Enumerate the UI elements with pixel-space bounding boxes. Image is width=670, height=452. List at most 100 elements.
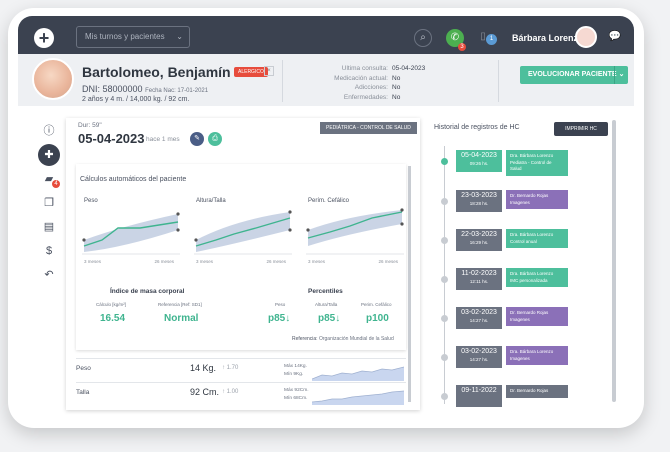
allergy-badge[interactable]: ALERGICO [234, 67, 268, 77]
turnos-select-label: Mis turnos y pacientes [85, 32, 165, 41]
plus-logo-icon[interactable]: + [34, 28, 54, 48]
close-icon[interactable]: × [264, 66, 274, 76]
perc-value: p85↓ [268, 313, 291, 324]
info-icon[interactable]: ⓘ [43, 125, 55, 137]
history-doctor: Dr. Bernardo Rojas [510, 388, 549, 393]
altura-chart: Altura/Talla 3 meses 26 meses [194, 198, 292, 264]
patient-dni: DNI: 58000000 Fecha Nac: 17-01-2021 [82, 84, 208, 94]
phone-icon[interactable]: ▯ [480, 31, 486, 42]
history-entry[interactable]: Dra. Bárbara Lorenzo IMC personalizada [506, 268, 568, 287]
history-time: 09:26 hs. [469, 161, 489, 166]
meta-label: Adicciones: [354, 84, 388, 91]
measure-min: Mín 9Kg. [284, 372, 304, 377]
patient-line [307, 211, 403, 239]
timeline-dot [441, 315, 448, 322]
measure-range: Máx 14Kg. Mín 9Kg. [284, 363, 307, 379]
history-entry[interactable]: Dra. Bárbara Lorenzo Pediatra - Control d… [506, 150, 568, 176]
imc-value: 16.54 [100, 313, 126, 324]
history-entry[interactable]: Dra. Bárbara Lorenzo Control anual [506, 229, 568, 248]
history-desc: Control anual [510, 238, 537, 244]
timeline-scrollbar[interactable] [612, 120, 616, 402]
calc-title: Cálculos automáticos del paciente [80, 176, 187, 183]
perc-value: p100 [366, 313, 389, 324]
sparkline-line [312, 390, 404, 403]
meta-value: No [392, 74, 401, 82]
history-date[interactable]: 03-02-2023 14:27 hs. [456, 307, 502, 329]
tick-label: 26 meses [266, 259, 286, 264]
user-name[interactable]: Bárbara Lorenzo [512, 33, 584, 43]
tick-label: 26 meses [378, 259, 398, 264]
band-point [82, 238, 86, 242]
birth-date: Fecha Nac: 17-01-2021 [145, 88, 209, 94]
medical-kit-icon[interactable]: ✚ [38, 144, 60, 166]
chevron-down-icon[interactable]: ⌄ [614, 66, 628, 84]
history-entry[interactable]: Dra. Bárbara Lorenzo Imagenes [506, 346, 568, 365]
history-date[interactable]: 22-03-2023 16:29 hs. [456, 229, 502, 251]
history-date[interactable]: 23-03-2023 18:28 hs. [456, 190, 502, 212]
scrollbar[interactable] [408, 166, 411, 402]
history-doctor: Dra. Bárbara Lorenzo [510, 349, 554, 354]
timeline-dot [441, 354, 448, 361]
history-date[interactable]: 03-02-2023 14:27 hs. [456, 346, 502, 368]
meta-label: Ultima consulta: [341, 65, 388, 72]
chat-icon[interactable]: 💬 [608, 31, 622, 42]
whatsapp-icon[interactable]: ✆ [446, 29, 464, 47]
consult-date: 05-04-2023 [78, 131, 145, 146]
measure-range: Máx 92Cm. Mín 68Cm. [284, 387, 309, 403]
history-date-value: 23-03-2023 [461, 192, 497, 199]
turnos-select[interactable]: Mis turnos y pacientes ⌄ [76, 26, 190, 48]
history-date[interactable]: 05-04-2023 09:26 hs. [456, 150, 502, 172]
tick-label: 3 meses [196, 259, 214, 264]
measure-label: Talla [76, 389, 90, 396]
history-doctor: Dr. Bernardo Rojas [510, 193, 549, 198]
measure-max: Máx 92Cm. [284, 388, 309, 393]
dollar-icon[interactable]: $ [45, 245, 53, 257]
history-desc: Imagenes [510, 316, 530, 322]
perc-label: Peso [275, 302, 286, 307]
altura-chart-svg [194, 210, 292, 255]
meta-label: Medicación actual: [334, 74, 388, 82]
history-desc: Imagenes [510, 199, 530, 205]
history-date[interactable]: 11-02-2023 12:11 hs. [456, 268, 502, 290]
chart-label: Altura/Talla [196, 198, 226, 204]
imc-ref-value: Normal [164, 313, 199, 324]
timeline-dot [441, 198, 448, 205]
history-entry[interactable]: Dr. Bernardo Rojas Imagenes [506, 307, 568, 326]
sparkline-line [312, 366, 404, 380]
folder-icon[interactable]: ▰ 4 [38, 168, 60, 190]
history-doctor: Dr. Bernardo Rojas [510, 310, 549, 315]
timeline-dot [441, 276, 448, 283]
print-icon[interactable]: ⎙ [208, 132, 222, 146]
search-icon[interactable]: ⌕ [414, 29, 432, 47]
chart-label: Peso [84, 198, 98, 204]
sparkline [312, 366, 404, 381]
history-date-value: 03-02-2023 [461, 309, 497, 316]
print-hc-button[interactable]: IMPRIMIR HC [554, 122, 608, 136]
chevron-down-icon: ⌄ [176, 32, 183, 41]
tick-label: 3 meses [308, 259, 326, 264]
history-date-value: 05-04-2023 [461, 152, 497, 159]
history-entry[interactable]: Dr. Bernardo Rojas Imagenes [506, 190, 568, 209]
perimetro-chart: Perím. Cefálico 3 meses 26 meses [306, 198, 404, 264]
sparkline [312, 390, 404, 405]
history-doctor: Dra. Bárbara Lorenzo [510, 271, 554, 276]
copy-icon[interactable]: ❐ [44, 197, 54, 209]
sidebar: ⓘ ✚ ▰ 4 ❐ ▤ $ ↶ [34, 120, 64, 288]
tick-label: 26 meses [154, 259, 174, 264]
edit-icon[interactable]: ✎ [190, 132, 204, 146]
user-avatar[interactable] [575, 26, 597, 48]
history-date[interactable]: 09-11-2022 [456, 385, 502, 407]
percentiles-title: Percentiles [308, 288, 343, 295]
folder-badge: 4 [52, 180, 60, 188]
document-icon[interactable]: ▤ [43, 221, 55, 233]
peso-chart: Peso 3 meses 26 meses [82, 198, 180, 264]
meta-value: No [392, 84, 401, 91]
reply-icon[interactable]: ↶ [44, 269, 54, 281]
peso-chart-svg [82, 212, 180, 255]
history-date-value: 09-11-2022 [461, 387, 497, 394]
evolve-patient-button[interactable]: EVOLUCIONAR PACIENTE ⌄ [520, 66, 628, 84]
measure-value: 92 Cm. [190, 387, 220, 397]
consult-ago: hace 1 mes [146, 136, 180, 143]
history-entry[interactable]: Dr. Bernardo Rojas [506, 385, 568, 398]
sparkline-area [312, 367, 404, 381]
